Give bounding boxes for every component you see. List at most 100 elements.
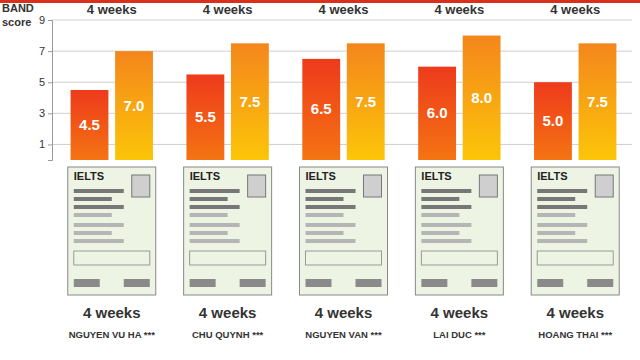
certificate-logo [124, 279, 150, 287]
below-certificate-labels: 4 weeks 4 weeks 4 weeks 4 weeks 4 weeks [83, 304, 604, 321]
certificate-title: IELTS [74, 170, 104, 182]
certificate-line [74, 239, 124, 243]
certificate-line [421, 189, 471, 193]
data-label: 6.5 [311, 100, 332, 117]
period-label: 4 weeks [431, 304, 489, 321]
certificate-line [306, 213, 344, 217]
certificate-sheet [184, 167, 272, 295]
certificate-line [306, 239, 356, 243]
bar [302, 59, 340, 160]
y-tick: 5 [39, 76, 52, 88]
bar [534, 82, 572, 160]
data-labels: 4.55.56.56.05.07.07.57.58.07.5 [79, 89, 608, 133]
certificate-sheet [531, 167, 619, 295]
period-label: 4 weeks [315, 304, 373, 321]
data-label: 7.5 [355, 93, 376, 110]
certificate-title: IELTS [306, 170, 336, 182]
certificate-line [190, 205, 240, 209]
certificate-photo [595, 175, 613, 197]
data-label: 7.0 [124, 97, 145, 114]
chart-svg: 13579BANDscore4.55.56.56.05.07.07.57.58.… [0, 0, 640, 360]
certificate: IELTS [184, 167, 272, 295]
certificate-line [74, 189, 124, 193]
x-tick: CHU QUYNH *** [192, 328, 264, 340]
data-label: 6.0 [427, 104, 448, 121]
data-label: 7.5 [587, 93, 608, 110]
data-label: 8.0 [471, 89, 492, 106]
y-tick-label: 9 [39, 14, 45, 26]
certificate-line [306, 205, 356, 209]
certificate-photo [479, 175, 497, 197]
period-label: 4 weeks [199, 304, 257, 321]
certificate-line [74, 205, 124, 209]
bar [71, 90, 109, 160]
certificate: IELTS [531, 167, 619, 295]
certificate-logo [306, 279, 332, 287]
period-label: 4 weeks [83, 304, 141, 321]
certificate-line [537, 239, 587, 243]
certificate-line [537, 189, 587, 193]
certificate-box [306, 251, 382, 265]
period-label: 4 weeks [87, 2, 137, 17]
bar [231, 43, 269, 160]
certificate-line [421, 197, 459, 201]
period-label: 4 weeks [203, 2, 253, 17]
y-tick: 3 [39, 107, 52, 119]
grid-line [52, 20, 632, 21]
certificate-photo [364, 175, 382, 197]
certificate-line [537, 223, 587, 227]
certificate-line [74, 213, 112, 217]
data-label: 4.5 [79, 116, 100, 133]
certificate-line [190, 189, 240, 193]
y-tick-label: 3 [39, 107, 45, 119]
period-label: 4 weeks [546, 304, 604, 321]
x-tick-label: CHU QUYNH *** [192, 329, 264, 340]
y-tick-mark [48, 144, 52, 145]
certificate-line [537, 197, 575, 201]
certificate-line [74, 223, 124, 227]
certificate-logo [587, 279, 613, 287]
bar [579, 43, 617, 160]
certificate-sheet [415, 167, 503, 295]
certificate-logo [356, 279, 382, 287]
chart-container: 13579BANDscore4.55.56.56.05.07.07.57.58.… [0, 0, 640, 360]
x-tick-label: LAI DUC *** [433, 329, 486, 340]
certificate-line [537, 231, 575, 235]
certificate-logo [421, 279, 447, 287]
x-tick-label: NGUYEN VU HA *** [69, 329, 156, 340]
x-axis: NGUYEN VU HA ***CHU QUYNH ***NGUYEN VAN … [69, 328, 613, 340]
data-label: 5.0 [543, 112, 564, 129]
certificate-title: IELTS [421, 170, 451, 182]
y-tick: 1 [39, 138, 52, 150]
bar [186, 74, 224, 160]
certificate-line [421, 223, 471, 227]
certificate-line [537, 205, 587, 209]
certificate-logo [471, 279, 497, 287]
certificate: IELTS [415, 167, 503, 295]
certificate-logo [74, 279, 100, 287]
bar [347, 43, 385, 160]
certificate-photo [248, 175, 266, 197]
certificate-line [306, 189, 356, 193]
certificate-line [190, 239, 240, 243]
certificate-line [306, 223, 356, 227]
certificates: IELTS IELTS IELTS IELTS IELTS [68, 167, 619, 295]
certificate-line [421, 231, 459, 235]
certificate: IELTS [68, 167, 156, 295]
y-tick-mark [48, 82, 52, 83]
certificate-box [537, 251, 613, 265]
certificate-line [306, 197, 344, 201]
certificate-line [537, 213, 575, 217]
y-tick-label: 5 [39, 76, 45, 88]
certificate-title: IELTS [190, 170, 220, 182]
certificate-line [74, 197, 112, 201]
certificate-logo [240, 279, 266, 287]
certificate-line [421, 213, 459, 217]
y-axis: 13579 [39, 14, 53, 160]
certificate-box [74, 251, 150, 265]
certificate-logo [537, 279, 563, 287]
above-bar-labels: 4 weeks4 weeks4 weeks4 weeks4 weeks [87, 2, 600, 17]
y-tick: 9 [39, 14, 52, 26]
period-label: 4 weeks [550, 2, 600, 17]
certificate-photo [132, 175, 150, 197]
